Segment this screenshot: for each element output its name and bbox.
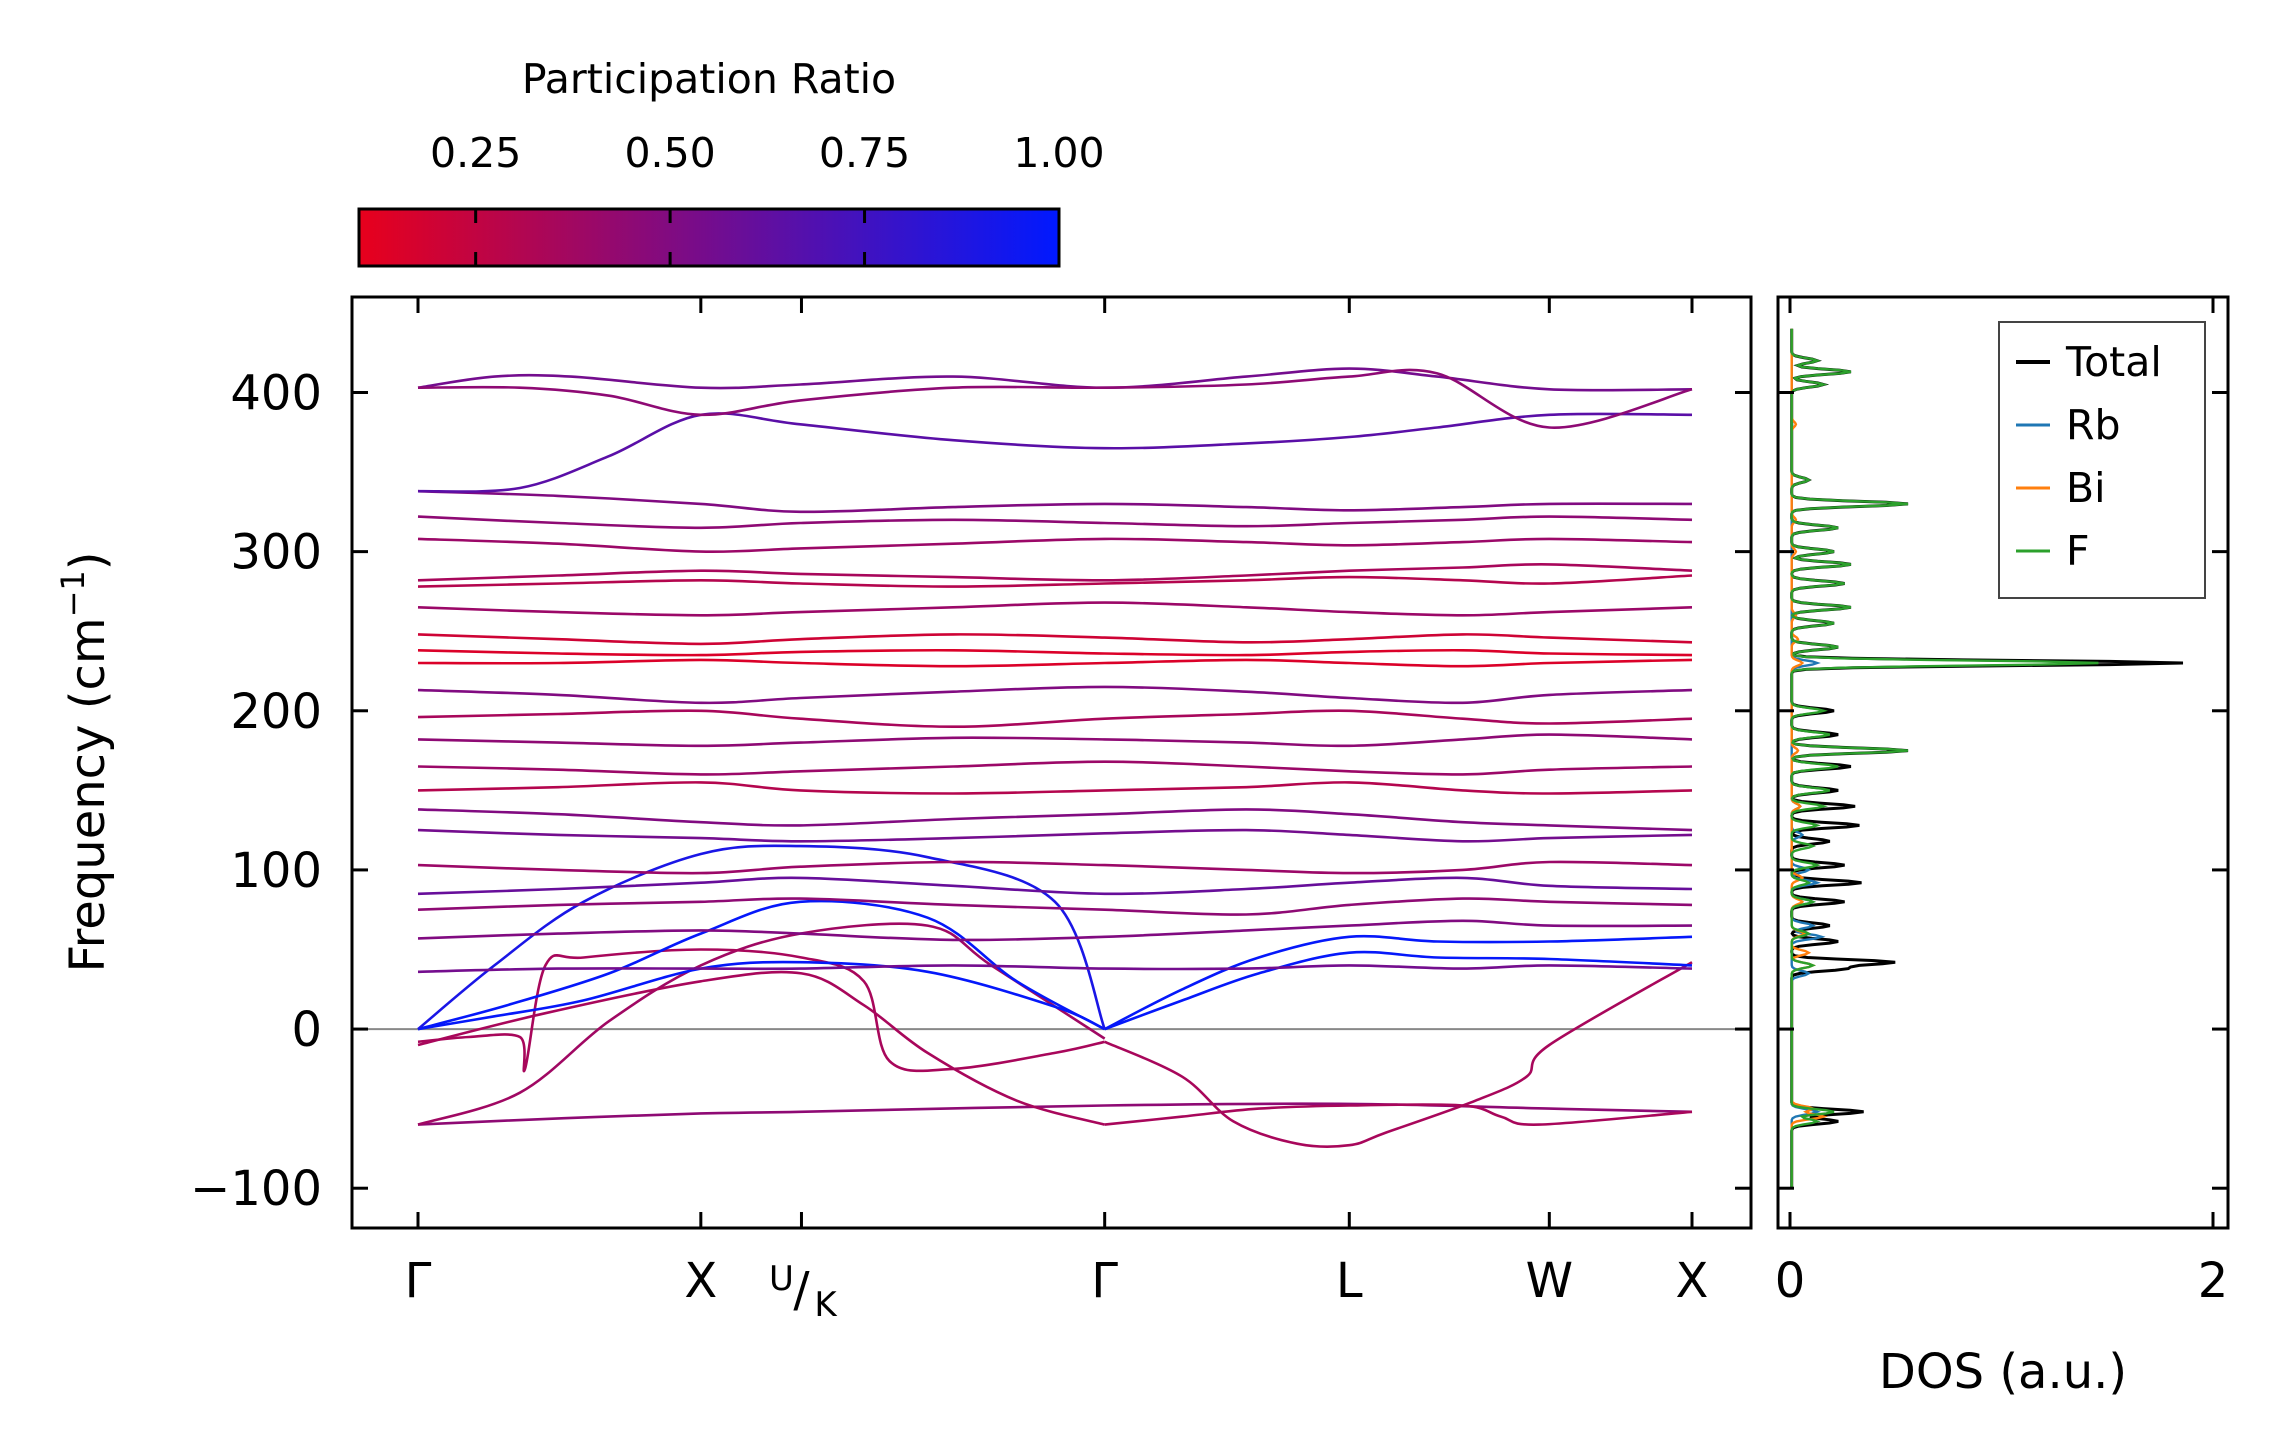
band-line-10 <box>1104 934 1693 1031</box>
band-line-6 <box>417 948 1105 1073</box>
kpoint-label: W <box>1526 1253 1573 1309</box>
band-axes-frame <box>350 295 1753 1230</box>
band-line-1 <box>417 1102 1693 1126</box>
band-lines <box>417 367 1693 1148</box>
kpoint-label-slash: / <box>793 1262 810 1318</box>
colorbar: Participation Ratio 0.25 0.50 0.75 1.00 <box>357 55 1105 268</box>
legend-item-f: F <box>2016 527 2090 575</box>
band-structure-panel: −100 0 100 200 300 400 Γ X U / K Γ L W X Frequency (c… <box>54 295 1753 1325</box>
y-axis-label-text: Frequency (cm <box>60 617 116 972</box>
y-axis-label-close: ) <box>60 551 116 570</box>
colorbar-tick-label: 1.00 <box>1013 129 1104 177</box>
colorbar-gradient <box>357 207 1061 268</box>
band-line-21 <box>417 733 1693 748</box>
band-line-29 <box>417 563 1693 582</box>
dos-line-rb <box>1790 328 1826 1189</box>
colorbar-ticks <box>474 209 1061 266</box>
kpoint-label-bottom: K <box>814 1285 838 1325</box>
y-tick-label: 300 <box>230 525 322 581</box>
dos-legend: Total Rb Bi F <box>1998 321 2206 599</box>
kpoint-label: X <box>684 1253 717 1309</box>
band-line-24 <box>417 658 1693 668</box>
band-line-18 <box>417 808 1693 832</box>
band-line-5 <box>1104 1103 1693 1126</box>
legend-label: Bi <box>2066 464 2106 512</box>
kpoint-label: U / K <box>769 1259 838 1325</box>
dos-lines <box>1790 328 2184 1189</box>
band-y-ticks: −100 0 100 200 300 400 <box>190 365 1751 1217</box>
colorbar-tick-labels: 0.25 0.50 0.75 1.00 <box>430 129 1105 177</box>
dos-axes-frame <box>1776 295 2230 1230</box>
band-line-12 <box>417 964 1693 974</box>
colorbar-tick-label: 0.75 <box>819 129 910 177</box>
band-line-34 <box>417 367 1693 392</box>
dos-x-axis-label: DOS (a.u.) <box>1879 1344 2127 1400</box>
band-line-13 <box>417 919 1693 942</box>
kpoint-label: X <box>1676 1253 1709 1309</box>
legend-label: Total <box>2065 338 2162 386</box>
band-line-32 <box>417 489 1693 514</box>
dos-line-bi <box>1790 328 1828 1189</box>
band-line-25 <box>417 648 1693 657</box>
band-line-28 <box>417 574 1693 588</box>
legend-item-bi: Bi <box>2016 464 2106 512</box>
colorbar-label: Participation Ratio <box>522 55 896 103</box>
y-tick-label: 200 <box>230 684 322 740</box>
band-line-20 <box>417 760 1693 776</box>
band-line-14 <box>417 897 1693 916</box>
y-axis-label-sup: −1 <box>54 570 92 617</box>
band-line-19 <box>417 781 1693 795</box>
band-line-15 <box>417 876 1693 896</box>
dos-line-f <box>1790 328 2099 1189</box>
legend-item-total: Total <box>2016 338 2162 386</box>
y-tick-label: 100 <box>230 843 322 899</box>
band-line-16 <box>417 860 1693 875</box>
kpoint-label: Γ <box>1091 1253 1118 1309</box>
legend-items: Total Rb Bi F <box>2016 338 2162 575</box>
colorbar-tick-label: 0.25 <box>430 129 521 177</box>
band-line-11 <box>417 844 1106 1031</box>
band-line-8 <box>417 899 1106 1031</box>
band-line-35 <box>417 368 1693 429</box>
band-line-22 <box>417 685 1693 705</box>
y-tick-label: 0 <box>291 1002 322 1058</box>
band-line-31 <box>417 515 1693 530</box>
band-line-27 <box>417 601 1693 617</box>
y-tick-label: 400 <box>230 365 322 421</box>
legend-label: Rb <box>2066 401 2121 449</box>
band-line-33 <box>417 412 1693 493</box>
svg-text:Frequency (cm−1): Frequency (cm−1) <box>54 551 116 972</box>
colorbar-tick-label: 0.50 <box>624 129 715 177</box>
band-line-26 <box>417 633 1693 646</box>
band-line-2 <box>417 922 1106 1126</box>
dos-x-tick-label: 0 <box>1775 1253 1806 1309</box>
band-line-7 <box>417 960 1106 1031</box>
band-kpoint-ticks: Γ X U / K Γ L W X <box>405 297 1709 1325</box>
band-line-30 <box>417 537 1693 554</box>
band-line-23 <box>417 709 1693 729</box>
y-axis-label: Frequency (cm−1) <box>54 551 116 972</box>
band-line-17 <box>417 828 1693 843</box>
band-line-4 <box>1104 961 1693 1148</box>
dos-x-tick-label: 2 <box>2198 1253 2229 1309</box>
kpoint-label: L <box>1336 1253 1363 1309</box>
band-line-9 <box>1104 950 1693 1031</box>
kpoint-label-top: U <box>769 1259 794 1299</box>
legend-item-rb: Rb <box>2016 401 2121 449</box>
y-tick-label: −100 <box>190 1161 322 1217</box>
kpoint-label: Γ <box>405 1253 432 1309</box>
band-line-3 <box>417 970 1106 1126</box>
legend-label: F <box>2066 527 2090 575</box>
